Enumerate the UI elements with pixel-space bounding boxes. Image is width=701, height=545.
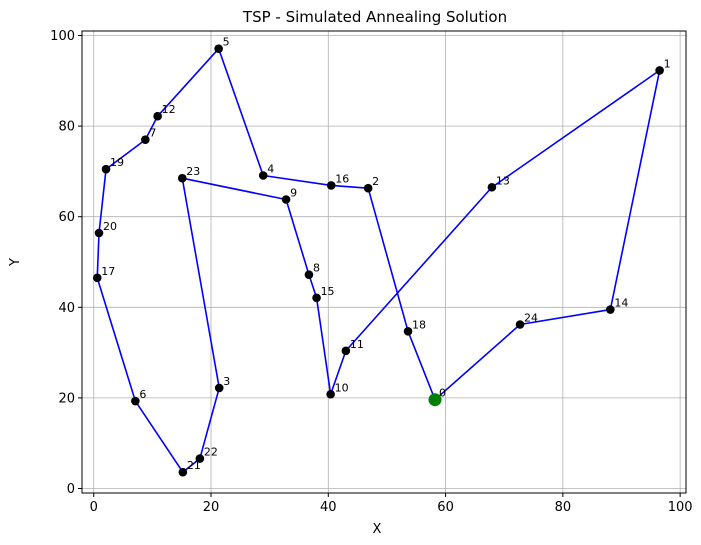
city-label: 1 <box>664 57 671 70</box>
city-node <box>515 320 525 329</box>
y-tick-label: 100 <box>50 29 75 44</box>
x-tick-label: 20 <box>203 500 220 515</box>
city-node <box>258 171 268 180</box>
city-node <box>326 389 335 399</box>
x-axis-ticks: 0 20 40 60 80 100 <box>90 493 693 515</box>
city-node <box>326 181 336 190</box>
city-node <box>214 44 223 53</box>
city-label: 3 <box>223 375 230 388</box>
city-label: 4 <box>267 162 274 175</box>
start-node <box>428 393 442 407</box>
city-node <box>94 228 104 238</box>
y-axis-ticks: 0 20 40 60 80 100 <box>50 29 82 497</box>
city-node <box>178 467 188 477</box>
city-node <box>312 293 321 303</box>
city-label: 23 <box>186 165 200 178</box>
x-tick-label: 60 <box>437 500 454 515</box>
route-segment <box>609 70 661 310</box>
route-segment <box>105 139 146 170</box>
city-label: 10 <box>335 381 349 394</box>
route-segment <box>199 387 220 459</box>
x-tick-label: 40 <box>320 500 337 515</box>
city-label: 18 <box>412 318 426 331</box>
city-node <box>153 111 162 121</box>
y-tick-label: 80 <box>58 120 75 135</box>
route-segment <box>144 115 159 141</box>
city-label: 9 <box>290 186 297 199</box>
x-tick-label: 100 <box>668 500 693 515</box>
route-segment <box>181 178 221 389</box>
route-segment <box>345 186 493 352</box>
city-label: 21 <box>187 459 201 472</box>
x-axis-label: X <box>373 522 382 537</box>
y-tick-label: 20 <box>58 391 75 406</box>
city-node <box>341 346 351 356</box>
city-label: 5 <box>223 36 230 49</box>
city-label: 19 <box>110 156 124 169</box>
y-axis-label: Y <box>8 258 23 267</box>
city-node <box>141 135 150 145</box>
route-segment <box>407 331 436 400</box>
city-label: 0 <box>439 387 446 400</box>
route-segment <box>182 177 287 201</box>
city-label: 8 <box>313 262 320 275</box>
city-label: 14 <box>614 297 628 310</box>
city-node <box>487 182 497 192</box>
route-segment <box>285 199 310 275</box>
city-node <box>363 183 373 193</box>
y-tick-label: 60 <box>58 210 75 225</box>
route-segment <box>434 323 521 401</box>
route-segment <box>263 174 332 187</box>
city-label: 20 <box>103 220 117 233</box>
city-node <box>281 195 291 204</box>
route-path <box>96 48 661 473</box>
y-tick-label: 40 <box>58 301 75 316</box>
x-tick-label: 0 <box>90 500 98 515</box>
x-tick-label: 80 <box>555 500 572 515</box>
route-segment <box>96 277 137 402</box>
city-node <box>101 164 111 174</box>
city-node <box>214 383 224 393</box>
city-label: 13 <box>496 174 510 187</box>
route-segment <box>96 232 100 278</box>
city-node <box>655 66 664 75</box>
city-node <box>606 305 615 314</box>
chart-title: TSP - Simulated Annealing Solution <box>242 8 507 26</box>
city-label: 17 <box>101 265 115 278</box>
city-nodes <box>92 44 664 477</box>
route-segment <box>315 297 332 395</box>
city-node <box>403 327 413 336</box>
city-node <box>92 273 102 283</box>
city-label: 16 <box>335 172 349 185</box>
city-label: 22 <box>204 446 218 459</box>
y-tick-label: 0 <box>67 482 75 497</box>
city-label: 6 <box>139 388 146 401</box>
city-node <box>304 270 314 279</box>
route-segment <box>331 184 369 189</box>
route-segment <box>98 169 107 234</box>
route-segment <box>519 308 611 326</box>
city-node <box>131 396 140 406</box>
city-label: 15 <box>321 285 335 298</box>
city-node <box>195 454 205 463</box>
route-segment <box>329 350 347 395</box>
route-segment <box>367 187 409 332</box>
city-label: 11 <box>350 338 364 351</box>
city-node <box>177 173 187 183</box>
route-segment <box>491 69 661 188</box>
city-label: 24 <box>524 312 538 325</box>
route-segment <box>157 48 220 117</box>
city-label: 12 <box>162 103 176 116</box>
city-label: 2 <box>372 175 379 188</box>
plot-frame <box>81 30 687 494</box>
city-label: 7 <box>149 127 156 140</box>
route-segment <box>217 48 264 176</box>
route-segment <box>134 400 184 473</box>
